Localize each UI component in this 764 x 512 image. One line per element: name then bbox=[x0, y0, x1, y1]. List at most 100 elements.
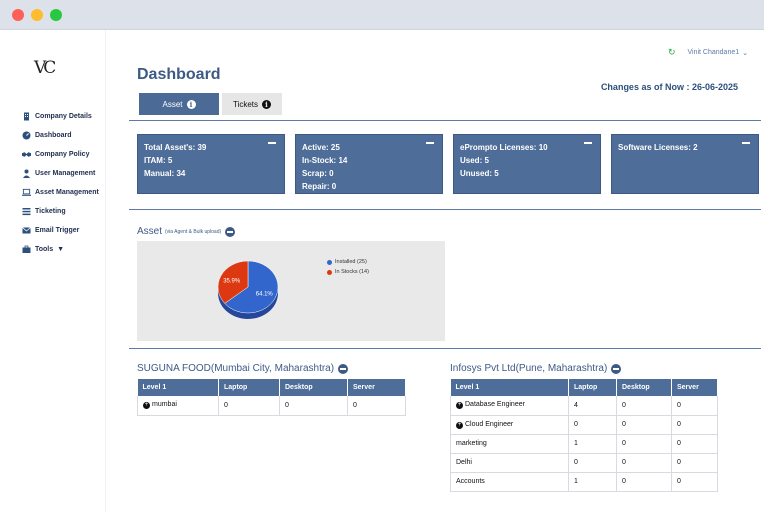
page-title: Dashboard bbox=[137, 66, 221, 83]
company-asset-table: Level 1 Laptop Desktop Server + mumbai 0 … bbox=[137, 379, 406, 416]
column-header: Laptop bbox=[568, 379, 617, 396]
table-cell: 0 bbox=[568, 453, 617, 473]
table-cell: 0 bbox=[671, 434, 718, 454]
legend-item[interactable]: Installed (25) bbox=[327, 257, 369, 267]
minimize-window-button[interactable] bbox=[31, 9, 43, 21]
card-line: Scrap: 0 bbox=[302, 169, 334, 178]
tab-asset[interactable]: Asset i bbox=[139, 93, 219, 115]
pie-chart-svg: 64.1% 35.9% bbox=[217, 260, 279, 319]
table-cell[interactable]: + mumbai bbox=[137, 396, 219, 416]
sidebar-item-label: Tools bbox=[35, 246, 54, 253]
card-line: ePrompto Licenses: 10 bbox=[460, 143, 548, 152]
company-table-title: SUGUNA FOOD(Mumbai City, Maharashtra) bbox=[137, 363, 349, 374]
chevron-down-icon: ▼ bbox=[57, 246, 65, 253]
refresh-icon[interactable]: ↻ bbox=[667, 47, 676, 57]
expand-icon[interactable]: + bbox=[456, 421, 463, 429]
sidebar-item-label: Email Trigger bbox=[35, 227, 80, 234]
table-row: marketing 1 0 0 bbox=[450, 434, 718, 454]
pie-data-label: 35.9% bbox=[223, 278, 241, 284]
card-line: In-Stock: 14 bbox=[302, 156, 348, 165]
table-cell: marketing bbox=[450, 434, 569, 454]
table-cell[interactable]: + Database Engineer bbox=[450, 396, 569, 416]
tab-label: Asset bbox=[162, 99, 183, 109]
close-window-button[interactable] bbox=[12, 9, 24, 21]
collapse-icon[interactable] bbox=[268, 142, 276, 144]
card-line: Used: 5 bbox=[460, 156, 489, 165]
divider bbox=[129, 209, 761, 210]
changes-date: Changes as of Now : 26-06-2025 bbox=[600, 82, 738, 92]
sidebar-item-label: User Management bbox=[35, 170, 96, 177]
info-icon: i bbox=[262, 99, 272, 109]
briefcase-icon bbox=[22, 245, 31, 254]
company-asset-table: Level 1 Laptop Desktop Server + Database … bbox=[450, 379, 718, 492]
table-cell: Accounts bbox=[450, 472, 569, 492]
sidebar-item-label: Company Details bbox=[35, 113, 92, 120]
card-line: Software Licenses: 2 bbox=[618, 143, 698, 152]
chart-legend: Installed (25) In Stocks (14) bbox=[327, 257, 369, 277]
sidebar-item-tools[interactable]: Tools ▼ bbox=[22, 240, 99, 259]
column-header: Laptop bbox=[218, 379, 280, 396]
collapse-icon[interactable] bbox=[338, 363, 349, 374]
table-cell: 0 bbox=[218, 396, 280, 416]
column-header: Server bbox=[671, 379, 718, 396]
card-line: Repair: 0 bbox=[302, 182, 337, 191]
summary-card-total-assets: Total Asset's: 39 ITAM: 5 Manual: 34 bbox=[137, 134, 285, 194]
expand-icon[interactable]: + bbox=[456, 402, 463, 410]
user-name[interactable]: Vinit Chandane1 bbox=[687, 49, 740, 56]
pie-slice[interactable] bbox=[224, 260, 279, 314]
divider bbox=[129, 348, 761, 349]
sidebar-item-email-trigger[interactable]: Email Trigger bbox=[22, 221, 99, 240]
table-cell: 0 bbox=[671, 472, 718, 492]
sidebar-item-label: Company Policy bbox=[35, 151, 90, 158]
company-table-title: Infosys Pvt Ltd(Pune, Maharashtra) bbox=[450, 363, 622, 374]
collapse-icon[interactable] bbox=[225, 226, 236, 237]
user-menu: ↻ Vinit Chandane1 ⌄ bbox=[668, 47, 748, 58]
collapse-icon[interactable] bbox=[426, 142, 434, 144]
collapse-icon[interactable] bbox=[584, 142, 592, 144]
cell-text: Cloud Engineer bbox=[465, 420, 514, 428]
sidebar-item-dashboard[interactable]: Dashboard bbox=[22, 126, 99, 145]
cell-text: Database Engineer bbox=[465, 401, 525, 409]
table-row: + Database Engineer 4 0 0 bbox=[450, 396, 718, 416]
collapse-icon[interactable] bbox=[742, 142, 750, 144]
sidebar-item-user-management[interactable]: User Management bbox=[22, 164, 99, 183]
table-cell: 0 bbox=[616, 453, 672, 473]
sidebar-item-company-details[interactable]: Company Details bbox=[22, 107, 99, 126]
table-cell: 0 bbox=[279, 396, 348, 416]
expand-icon[interactable]: + bbox=[143, 402, 150, 410]
info-icon: i bbox=[186, 99, 196, 109]
table-cell: 0 bbox=[347, 396, 406, 416]
table-cell: Delhi bbox=[450, 453, 569, 473]
column-header: Desktop bbox=[279, 379, 348, 396]
cell-text: mumbai bbox=[152, 401, 177, 409]
table-cell: 0 bbox=[616, 472, 672, 492]
pie-slice[interactable] bbox=[217, 260, 249, 304]
sidebar-item-ticketing[interactable]: Ticketing bbox=[22, 202, 99, 221]
collapse-icon[interactable] bbox=[611, 363, 622, 374]
maximize-window-button[interactable] bbox=[50, 9, 62, 21]
main-content: ↻ Vinit Chandane1 ⌄ Dashboard Changes as… bbox=[106, 30, 764, 512]
company-logo[interactable]: VC bbox=[34, 58, 56, 78]
legend-item[interactable]: In Stocks (14) bbox=[327, 267, 369, 277]
table-row: Delhi 0 0 0 bbox=[450, 453, 718, 473]
chevron-down-icon[interactable]: ⌄ bbox=[742, 49, 748, 57]
asset-pie-chart: 64.1% 35.9% Installed (25) In Stocks (14) bbox=[137, 241, 445, 341]
asset-section-title: Asset (via Agent & Bulk upload) bbox=[137, 226, 236, 237]
summary-card-software-licenses: Software Licenses: 2 bbox=[611, 134, 759, 194]
card-line: Unused: 5 bbox=[460, 169, 499, 178]
table-cell: 0 bbox=[671, 453, 718, 473]
section-title-text: Infosys Pvt Ltd(Pune, Maharashtra) bbox=[450, 363, 608, 374]
summary-card-asset-status: Active: 25 In-Stock: 14 Scrap: 0 Repair:… bbox=[295, 134, 443, 194]
sidebar-item-label: Dashboard bbox=[35, 132, 72, 139]
user-icon bbox=[22, 169, 31, 178]
table-row: + Cloud Engineer 0 0 0 bbox=[450, 415, 718, 435]
legend-label: In Stocks (14) bbox=[335, 269, 369, 275]
dashboard-tabs: Asset i Tickets i bbox=[139, 93, 282, 115]
section-subtitle: (via Agent & Bulk upload) bbox=[165, 228, 222, 235]
tab-tickets[interactable]: Tickets i bbox=[222, 93, 282, 115]
sidebar-item-company-policy[interactable]: Company Policy bbox=[22, 145, 99, 164]
card-line: ITAM: 5 bbox=[144, 156, 173, 165]
sidebar-item-asset-management[interactable]: Asset Management bbox=[22, 183, 99, 202]
table-cell[interactable]: + Cloud Engineer bbox=[450, 415, 569, 435]
card-line: Total Asset's: 39 bbox=[144, 143, 207, 152]
